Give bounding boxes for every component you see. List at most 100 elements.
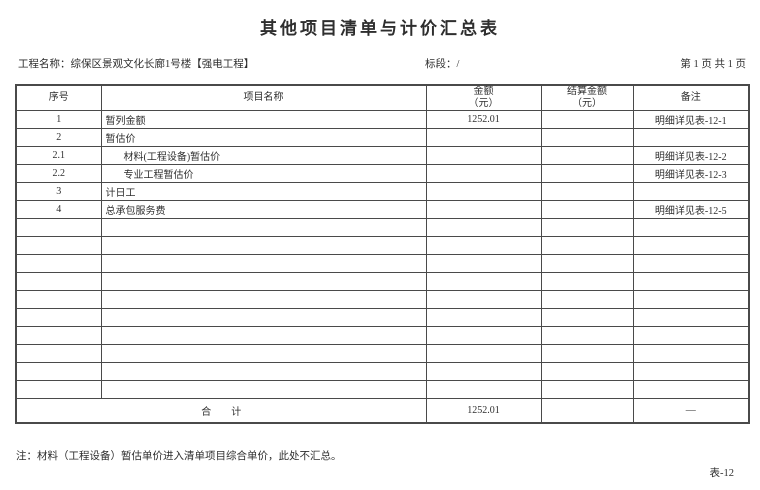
cell-note bbox=[632, 362, 750, 381]
table-row: 2 暂估价 bbox=[15, 128, 750, 147]
cell-name bbox=[100, 254, 427, 273]
total-settle bbox=[540, 398, 634, 423]
bid-section-label: 标段： bbox=[425, 59, 457, 70]
cell-settle bbox=[540, 290, 634, 309]
cell-note: 明细详见表-12-3 bbox=[632, 164, 750, 183]
cell-settle bbox=[540, 146, 634, 165]
col-header-no: 序号 bbox=[15, 84, 102, 111]
total-label: 合 计 bbox=[15, 398, 427, 423]
cell-amount bbox=[425, 380, 542, 399]
col-header-settle-unit: （元） bbox=[572, 98, 602, 109]
meta-row: 工程名称：综保区景观文化长廊1号楼【强电工程】 标段：/ 第 1 页 共 1 页 bbox=[15, 56, 748, 70]
cell-amount bbox=[425, 254, 542, 273]
cell-settle bbox=[540, 272, 634, 291]
cell-note bbox=[632, 380, 750, 399]
cell-amount: 1252.01 bbox=[425, 110, 542, 129]
table-row bbox=[15, 236, 750, 255]
table-row bbox=[15, 380, 750, 399]
cell-no bbox=[15, 326, 102, 345]
cell-settle bbox=[540, 308, 634, 327]
col-header-name-label: 项目名称 bbox=[243, 92, 284, 103]
cell-note bbox=[632, 344, 750, 363]
cell-note bbox=[632, 236, 750, 255]
col-header-note-label: 备注 bbox=[680, 92, 701, 103]
table-row bbox=[15, 326, 750, 345]
cell-settle bbox=[540, 110, 634, 129]
cell-note: 明细详见表-12-2 bbox=[632, 146, 750, 165]
cell-no bbox=[15, 380, 102, 399]
cell-no bbox=[15, 218, 102, 237]
cell-note bbox=[632, 272, 750, 291]
total-row: 合 计 1252.01 — bbox=[15, 398, 750, 423]
cell-settle bbox=[540, 362, 634, 381]
cell-settle bbox=[540, 218, 634, 237]
col-header-amount-unit: （元） bbox=[468, 98, 499, 109]
footnote: 注：材料（工程设备）暂估单价进入清单项目综合单价，此处不汇总。 bbox=[16, 451, 342, 462]
cell-no bbox=[15, 344, 102, 363]
cell-settle bbox=[540, 326, 634, 345]
cell-amount bbox=[425, 236, 542, 255]
cell-settle bbox=[540, 128, 634, 147]
cell-no bbox=[15, 272, 102, 291]
page-number: 第 1 页 共 1 页 bbox=[680, 59, 746, 70]
project-name-value: 综保区景观文化长廊1号楼【强电工程】 bbox=[70, 59, 255, 70]
col-header-note: 备注 bbox=[632, 84, 750, 111]
cell-name bbox=[100, 290, 427, 309]
table-row bbox=[15, 218, 750, 237]
table-row: 2.1 材料(工程设备)暂估价 明细详见表-12-2 bbox=[15, 146, 750, 165]
table-row bbox=[15, 290, 750, 309]
bid-section: 标段：/ bbox=[425, 56, 459, 71]
table-row: 3 计日工 bbox=[15, 182, 750, 201]
cell-name bbox=[100, 236, 427, 255]
cell-amount bbox=[425, 128, 542, 147]
cell-amount bbox=[425, 164, 542, 183]
cell-note bbox=[632, 326, 750, 345]
cell-note bbox=[632, 290, 750, 309]
cell-no bbox=[15, 254, 102, 273]
table-row bbox=[15, 308, 750, 327]
col-header-amount: 金额 （元） bbox=[425, 84, 542, 111]
table-body: 1 暂列金额 1252.01 明细详见表-12-1 2 暂估价 2.1 材料(工程设备)暂估价… bbox=[15, 110, 750, 399]
cell-name bbox=[100, 326, 427, 345]
table-row bbox=[15, 362, 750, 381]
table-row bbox=[15, 344, 750, 363]
cell-note bbox=[632, 308, 750, 327]
cell-note bbox=[632, 128, 750, 147]
col-header-name: 项目名称 bbox=[100, 84, 427, 111]
cell-no bbox=[15, 236, 102, 255]
cell-no: 2.1 bbox=[15, 146, 102, 165]
cell-settle bbox=[540, 236, 634, 255]
project-name: 工程名称：综保区景观文化长廊1号楼【强电工程】 bbox=[18, 56, 254, 71]
cell-amount bbox=[425, 308, 542, 327]
cell-name bbox=[100, 380, 427, 399]
table-row bbox=[15, 254, 750, 273]
table-number: 表-12 bbox=[709, 468, 735, 479]
cell-note: 明细详见表-12-1 bbox=[632, 110, 750, 129]
cell-note: 明细详见表-12-5 bbox=[632, 200, 750, 219]
cell-settle bbox=[540, 254, 634, 273]
total-note: — bbox=[632, 398, 750, 423]
cell-settle bbox=[540, 200, 634, 219]
cell-amount bbox=[425, 326, 542, 345]
cell-note bbox=[632, 254, 750, 273]
cell-no bbox=[15, 362, 102, 381]
col-header-amount-label: 金额 bbox=[473, 86, 494, 97]
cell-settle bbox=[540, 182, 634, 201]
cell-settle bbox=[540, 344, 634, 363]
page-title: 其他项目清单与计价汇总表 bbox=[260, 19, 500, 38]
table-row bbox=[15, 272, 750, 291]
cell-no: 2.2 bbox=[15, 164, 102, 183]
cell-name: 暂列金额 bbox=[100, 110, 427, 129]
total-amount: 1252.01 bbox=[425, 398, 542, 423]
cell-no bbox=[15, 290, 102, 309]
cell-amount bbox=[425, 290, 542, 309]
cell-name bbox=[100, 362, 427, 381]
cell-name bbox=[100, 218, 427, 237]
cell-name bbox=[100, 272, 427, 291]
cell-note bbox=[632, 218, 750, 237]
cell-no bbox=[15, 308, 102, 327]
col-header-settle: 结算金额 （元） bbox=[540, 84, 634, 111]
cell-settle bbox=[540, 380, 634, 399]
cell-no: 4 bbox=[15, 200, 102, 219]
